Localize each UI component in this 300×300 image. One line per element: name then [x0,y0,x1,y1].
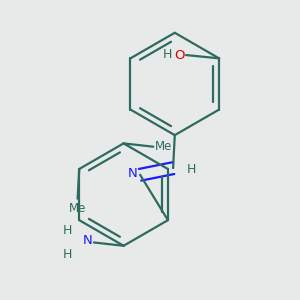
Text: Me: Me [69,202,86,215]
Text: H: H [163,48,172,61]
Text: N: N [128,167,137,180]
Text: O: O [174,49,184,62]
Text: H: H [63,224,72,236]
Text: H: H [186,163,196,176]
Text: H: H [63,248,72,261]
Text: Me: Me [155,140,172,153]
Text: N: N [83,234,93,247]
